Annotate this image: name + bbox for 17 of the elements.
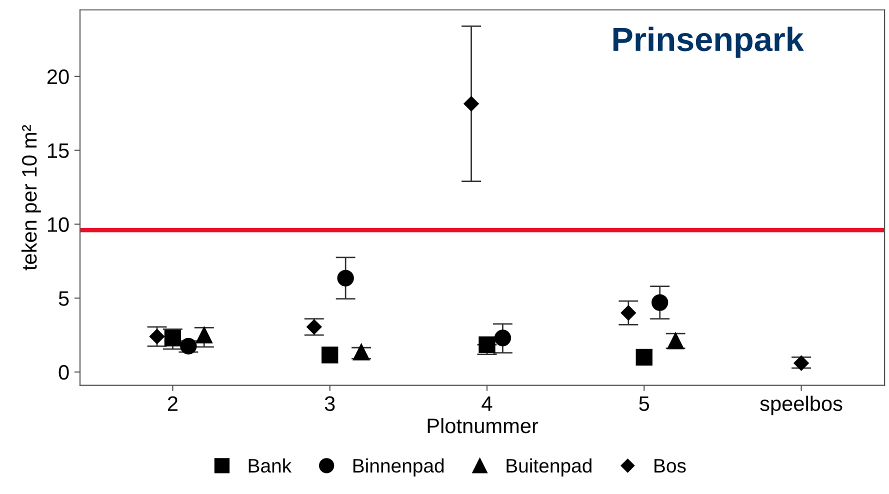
x-tick-label: 4 xyxy=(482,396,492,411)
x-tick-label: speelbos xyxy=(760,396,842,416)
legend-label: Buitenpad xyxy=(506,458,592,476)
x-tick-label: 3 xyxy=(324,396,335,412)
legend-label: Binnenpad xyxy=(353,458,444,476)
y-tick-label: 5 xyxy=(58,291,69,306)
x-tick-label: 5 xyxy=(639,396,650,412)
legend-label: Bank xyxy=(248,458,292,473)
y-tick-label: 15 xyxy=(48,144,69,158)
y-tick-label: 0 xyxy=(58,365,69,380)
chart-title: Prinsenpark xyxy=(613,26,804,58)
legend-label: Bos xyxy=(654,459,686,473)
y-tick-label: 10 xyxy=(48,217,69,232)
x-axis-title: Plotnummer xyxy=(428,418,538,434)
x-tick-label: 2 xyxy=(168,396,178,411)
y-axis-title: teken per 10 m² xyxy=(21,125,41,270)
y-tick-label: 20 xyxy=(47,69,69,84)
